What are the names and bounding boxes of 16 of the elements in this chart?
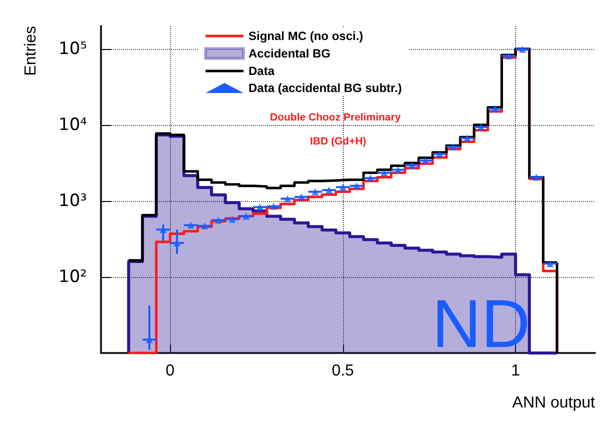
- annotation: ND: [432, 286, 530, 362]
- y-tick-label: 10⁵: [58, 38, 87, 59]
- legend-label: Data (accidental BG subtr.): [248, 81, 402, 95]
- x-tick-label: 1: [511, 362, 520, 380]
- y-tick-label: 10⁴: [58, 114, 88, 135]
- legend-label: Accidental BG: [248, 46, 331, 60]
- x-axis-title: ANN output: [512, 394, 596, 412]
- legend-label: Signal MC (no osci.): [248, 29, 364, 43]
- annotation: IBD (Gd+H): [310, 136, 366, 148]
- y-tick-label: 10³: [58, 190, 87, 211]
- x-tick-label: 0.5: [332, 362, 354, 380]
- annotation: Double Chooz Preliminary: [270, 112, 401, 124]
- y-axis-title: Entries: [22, 26, 40, 76]
- y-tick-label: 10²: [58, 266, 87, 287]
- x-tick-label: 0: [166, 362, 175, 380]
- legend-label: Data: [248, 64, 275, 78]
